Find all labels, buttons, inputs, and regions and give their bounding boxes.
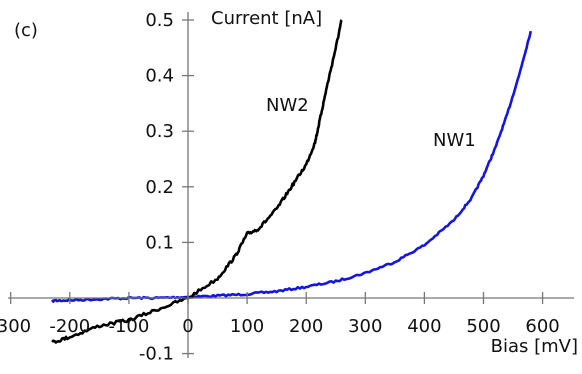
x-tick-label: 300 xyxy=(348,316,382,337)
x-tick-label: 500 xyxy=(466,316,500,337)
x-tick-label: 400 xyxy=(407,316,441,337)
series-line-nw1 xyxy=(51,30,533,303)
x-tick-label: 100 xyxy=(230,316,264,337)
series-line-nw2 xyxy=(51,19,343,344)
panel-label: (c) xyxy=(14,20,38,41)
y-tick-label: 0.1 xyxy=(145,232,174,253)
y-tick-label: 0.3 xyxy=(145,121,174,142)
y-axis-ticks: -0.1 0.1 0.2 0.3 0.4 0.5 xyxy=(139,10,194,365)
x-tick-label: -200 xyxy=(49,316,90,337)
plot-series xyxy=(51,19,533,344)
y-axis-label: Current [nA] xyxy=(211,8,322,29)
y-tick-label: 0.5 xyxy=(145,10,174,31)
x-axis-label: Bias [mV] xyxy=(491,336,578,357)
y-tick-label: 0.2 xyxy=(145,177,174,198)
x-axis-ticks: -300 -200 -100 0 100 200 300 400 500 600 xyxy=(0,292,560,337)
y-tick-label: 0.4 xyxy=(145,66,174,87)
series-label-nw2: NW2 xyxy=(266,95,309,116)
x-tick-label: 0 xyxy=(182,316,193,337)
x-tick-label: 200 xyxy=(289,316,323,337)
series-label-nw1: NW1 xyxy=(433,130,476,151)
x-tick-label: -100 xyxy=(108,316,149,337)
x-tick-label: -300 xyxy=(0,316,31,337)
x-tick-label: 600 xyxy=(525,316,559,337)
y-tick-label: -0.1 xyxy=(139,344,174,365)
